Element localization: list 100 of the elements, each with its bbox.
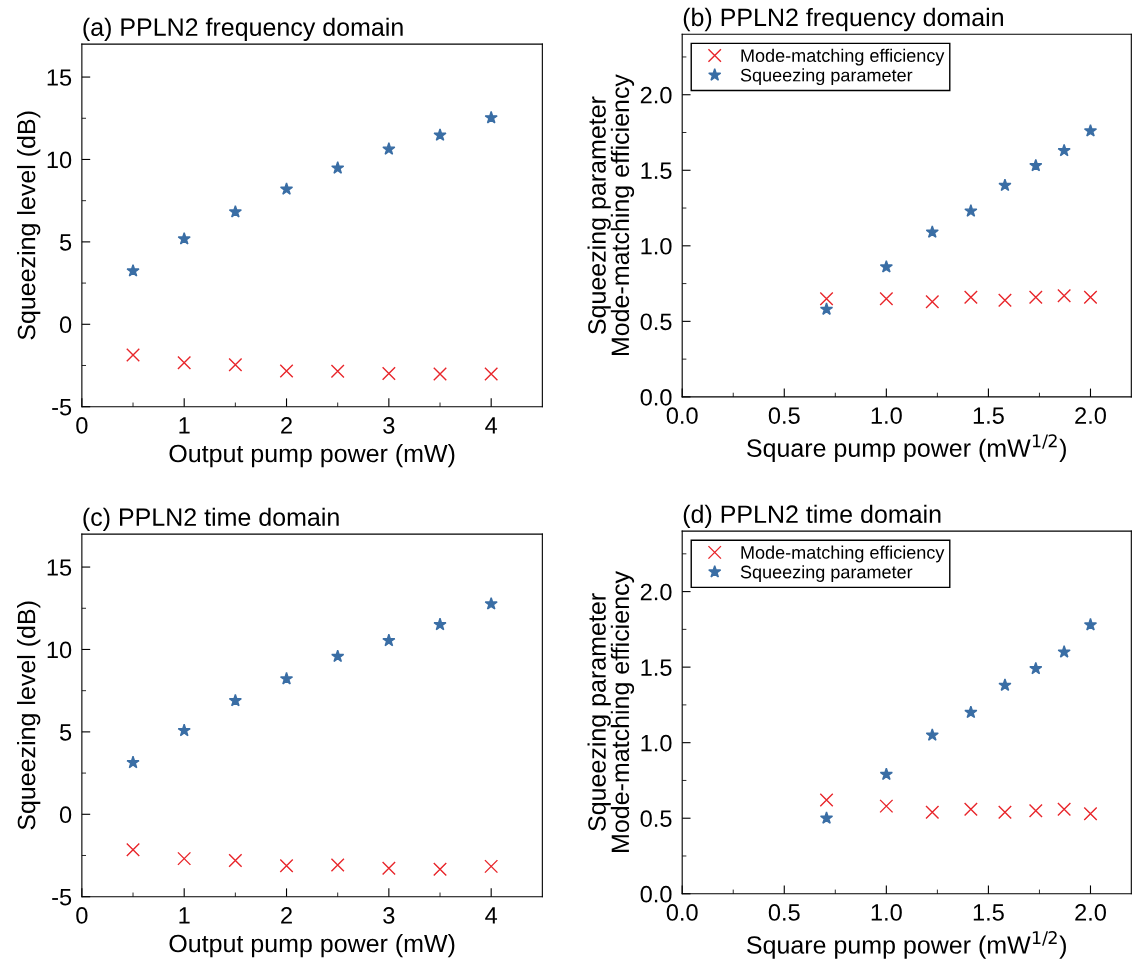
- point: [330, 858, 345, 873]
- point: [1057, 802, 1072, 817]
- point: [998, 178, 1012, 192]
- point: [331, 161, 345, 174]
- y-axis-title: Squeezing level (dB): [17, 111, 41, 340]
- y-tick-label: 15: [47, 559, 72, 576]
- point: [228, 204, 242, 218]
- y-tick-label: 0.5: [640, 810, 672, 828]
- point: [998, 678, 1012, 692]
- y-axis-title: Squeezing level (dB): [17, 601, 41, 830]
- point: [998, 293, 1012, 308]
- y-tick-label: 10: [47, 151, 72, 169]
- chart-title: (d) PPLN2 time domain: [683, 504, 941, 528]
- point: [879, 260, 893, 273]
- legend-label: Squeezing parameter: [740, 68, 913, 86]
- y-tick-label: 1.5: [641, 659, 672, 676]
- x-tick-label: 4: [485, 417, 498, 434]
- x-tick-label: 2.0: [1075, 904, 1106, 921]
- point: [331, 649, 345, 663]
- point: [433, 128, 447, 141]
- point: [177, 231, 191, 245]
- point: [879, 291, 894, 306]
- point: [381, 861, 396, 876]
- x-axis-title: Output pump power (mW): [169, 933, 455, 958]
- point: [382, 142, 396, 155]
- y-tick-label: -5: [52, 399, 72, 416]
- point: [484, 110, 498, 124]
- x-tick-label: 3: [383, 907, 395, 924]
- point: [1057, 645, 1071, 658]
- x-tick-label: 1: [179, 417, 190, 434]
- point: [126, 263, 140, 277]
- point: [1083, 617, 1098, 631]
- point: [330, 364, 345, 379]
- point: [126, 755, 140, 769]
- y-tick-label: -5: [52, 889, 72, 906]
- point: [433, 367, 447, 382]
- y-axis-title: Squeezing parameter Mode-matching efficiency: [587, 570, 635, 852]
- x-axis-title: Square pump power (mW$^{1/2}$): [747, 434, 1066, 462]
- point: [925, 805, 940, 820]
- y-tick-label: 15: [47, 69, 72, 86]
- x-tick-label: 0.0: [666, 904, 698, 921]
- legend-label: Squeezing parameter: [740, 565, 913, 582]
- x-tick-label: 2.0: [1075, 407, 1106, 424]
- y-tick-label: 10: [47, 641, 72, 659]
- point: [228, 693, 242, 707]
- y-tick-label: 5: [59, 724, 72, 741]
- point: [819, 291, 834, 306]
- y-axis-title: Squeezing parameter Mode-matching efficiency: [587, 74, 635, 356]
- x-axis-title: Output pump power (mW): [169, 443, 455, 468]
- point: [126, 348, 140, 362]
- point: [1083, 806, 1098, 821]
- x-tick-label: 2: [281, 417, 292, 434]
- point: [433, 862, 447, 877]
- chart-title: (b) PPLN2 frequency domain: [683, 7, 1003, 32]
- point: [1083, 290, 1098, 305]
- point: [1083, 124, 1098, 137]
- point: [925, 225, 939, 238]
- y-tick-label: 0: [59, 806, 72, 824]
- y-tick-label: 0.0: [640, 388, 672, 406]
- x-tick-label: 4: [485, 907, 498, 924]
- x-tick-label: 0.5: [768, 407, 800, 424]
- point: [177, 851, 192, 866]
- legend-label: Mode-matching efficiency: [741, 545, 945, 563]
- point: [819, 302, 834, 316]
- point: [925, 728, 939, 741]
- point: [1057, 143, 1071, 157]
- point: [819, 793, 834, 808]
- point: [1028, 290, 1043, 305]
- x-axis-title: Square pump power (mW$^{1/2}$): [747, 931, 1066, 959]
- point: [279, 858, 294, 873]
- point: [433, 617, 447, 631]
- x-tick-label: 1.5: [973, 904, 1004, 921]
- point: [963, 802, 978, 817]
- point: [177, 723, 191, 737]
- point: [279, 363, 294, 378]
- y-tick-label: 1.0: [641, 734, 672, 752]
- point: [484, 597, 498, 610]
- y-tick-label: 2.0: [640, 86, 672, 104]
- point: [228, 853, 243, 868]
- point: [228, 357, 243, 372]
- x-tick-label: 1.0: [871, 407, 902, 424]
- y-tick-label: 1.5: [641, 162, 672, 180]
- point: [177, 355, 192, 370]
- point: [963, 290, 978, 305]
- point: [279, 671, 294, 685]
- point: [381, 366, 396, 381]
- x-tick-label: 1.0: [871, 904, 902, 921]
- point: [819, 811, 834, 824]
- point: [964, 705, 978, 719]
- x-tick-label: 1.5: [973, 407, 1004, 424]
- chart-title: (a) PPLN2 frequency domain: [83, 17, 403, 41]
- point: [1028, 803, 1043, 818]
- point: [279, 182, 294, 195]
- x-tick-label: 1: [179, 907, 190, 924]
- y-tick-label: 0.5: [640, 313, 672, 331]
- x-tick-label: 0: [76, 417, 88, 434]
- point: [1029, 661, 1043, 675]
- point: [484, 859, 499, 874]
- point: [925, 294, 940, 309]
- chart-title: (c) PPLN2 time domain: [83, 507, 339, 531]
